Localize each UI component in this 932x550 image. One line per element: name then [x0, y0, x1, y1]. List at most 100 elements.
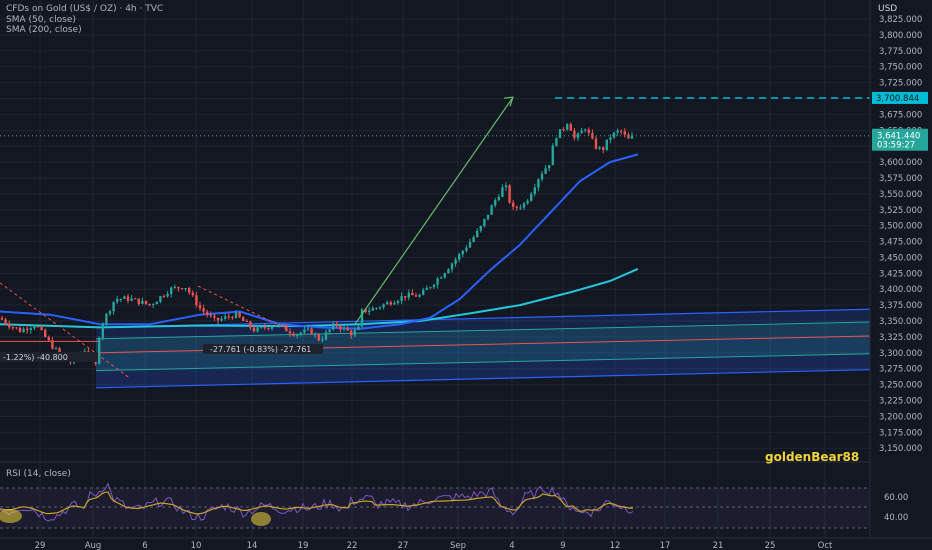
candle-body	[40, 327, 43, 330]
time-tick-label: 27	[398, 541, 409, 550]
sma50-legend[interactable]: SMA (50, close)	[6, 15, 76, 25]
price-tick-label: 3,725.000	[879, 79, 922, 89]
candle-body	[155, 301, 158, 305]
candle-body	[407, 292, 410, 298]
candle-body	[227, 316, 230, 318]
time-tick-label: 19	[298, 541, 309, 550]
price-tick-label: 3,425.000	[879, 269, 922, 279]
price-tick-label: 3,225.000	[879, 397, 922, 407]
candle-body	[231, 316, 234, 319]
candle-body	[188, 288, 191, 293]
candle-body	[587, 129, 590, 133]
candle-body	[393, 302, 396, 305]
price-tick-label: 3,250.000	[879, 381, 922, 391]
candle-body	[616, 130, 619, 133]
candle-body	[148, 303, 151, 306]
price-tick-label: 3,750.000	[879, 63, 922, 73]
candle-body	[519, 207, 522, 209]
drawing-tools[interactable]: -1.22%) -40.800 -27.761 (-0.83%) -27.761	[0, 96, 870, 379]
price-tick-label: 3,500.000	[879, 222, 922, 232]
candle-body	[173, 286, 176, 288]
sma200-legend[interactable]: SMA (200, close)	[6, 25, 82, 35]
measure-box-left	[0, 352, 98, 362]
candle-body	[303, 329, 306, 333]
time-tick-label: 29	[35, 541, 46, 550]
rsi-pane	[0, 482, 870, 529]
candle-body	[623, 131, 626, 135]
candle-body	[458, 254, 461, 260]
time-tick-label: 4	[509, 541, 514, 550]
channel-upper-fill	[96, 308, 932, 353]
candle-body	[144, 300, 148, 304]
candle-body	[522, 203, 526, 208]
candle-body	[497, 196, 500, 200]
candle-body	[483, 218, 486, 227]
price-tick-label: 3,525.000	[879, 206, 922, 216]
rsi-highlight-1	[0, 509, 22, 523]
candle-body	[562, 129, 565, 131]
author-watermark: goldenBear88	[765, 450, 860, 464]
candle-body	[18, 327, 22, 333]
rsi-legend[interactable]: RSI (14, close)	[6, 469, 71, 479]
price-tick-label: 3,575.000	[879, 174, 922, 184]
time-axis[interactable]: 29 Aug 6 10 14 19 22 27 Sep 4 9 12 17 21 25 Oct	[0, 537, 932, 550]
candle-body	[270, 326, 274, 329]
price-tick-label: 3,400.000	[879, 285, 922, 295]
candle-body	[504, 185, 508, 188]
candle-body	[414, 295, 418, 297]
channel-inner-line	[95, 353, 871, 372]
candle-body	[558, 129, 562, 139]
candle-body	[494, 199, 497, 206]
candle-body	[472, 236, 475, 242]
projection-arrow-head	[503, 96, 514, 107]
candle-body	[47, 336, 50, 341]
candle-body	[306, 328, 310, 330]
price-tick-label: 3,175.000	[879, 428, 922, 438]
currency-label[interactable]: USD	[878, 4, 898, 14]
time-tick-label: 21	[713, 541, 724, 550]
candle-body	[170, 287, 173, 294]
candle-body	[213, 315, 216, 318]
price-tick-label: 3,475.000	[879, 238, 922, 248]
candle-body	[101, 323, 104, 338]
candle-body	[371, 308, 374, 311]
candle-body	[425, 288, 428, 290]
rsi-tick-label: 60.00	[884, 493, 908, 503]
candle-body	[98, 337, 101, 364]
price-tick-label: 3,800.000	[879, 31, 922, 41]
countdown-label: 03:59:27	[877, 141, 915, 151]
candle-body	[234, 312, 238, 319]
projection-arrow-line	[354, 96, 514, 325]
candle-body	[627, 134, 630, 139]
candle-body	[256, 327, 259, 332]
price-tick-label: 3,200.000	[879, 412, 922, 422]
measure-diagonal-left	[0, 282, 131, 379]
price-tick-label: 3,300.000	[879, 349, 922, 359]
candle-body	[324, 332, 328, 340]
candle-body	[332, 323, 335, 330]
candle-body	[339, 326, 342, 330]
candle-body	[501, 187, 504, 197]
candle-body	[29, 328, 32, 331]
candle-body	[411, 292, 414, 296]
price-axis[interactable]: 3,825.000 3,800.000 3,775.000 3,750.000 3,72…	[869, 0, 932, 550]
candle-body	[580, 130, 583, 134]
candle-body	[0, 317, 4, 320]
time-tick-label: Sep	[450, 541, 466, 550]
candle-body	[404, 296, 407, 298]
candle-body	[375, 307, 378, 309]
rsi-band	[0, 488, 870, 528]
regression-channel[interactable]	[0, 308, 932, 389]
price-tick-label: 3,775.000	[879, 47, 922, 57]
candle-body	[191, 292, 194, 296]
current-price-tag	[872, 128, 928, 151]
moving-averages	[0, 153, 639, 330]
candle-body	[382, 304, 385, 308]
symbol-title[interactable]: CFDs on Gold (US$ / OZ) · 4h · TVC	[6, 4, 164, 14]
time-tick-label: 22	[347, 541, 358, 550]
price-tick-label: 3,675.000	[879, 110, 922, 120]
candle-body	[112, 301, 115, 312]
candle-body	[116, 299, 119, 302]
candle-body	[342, 327, 346, 330]
